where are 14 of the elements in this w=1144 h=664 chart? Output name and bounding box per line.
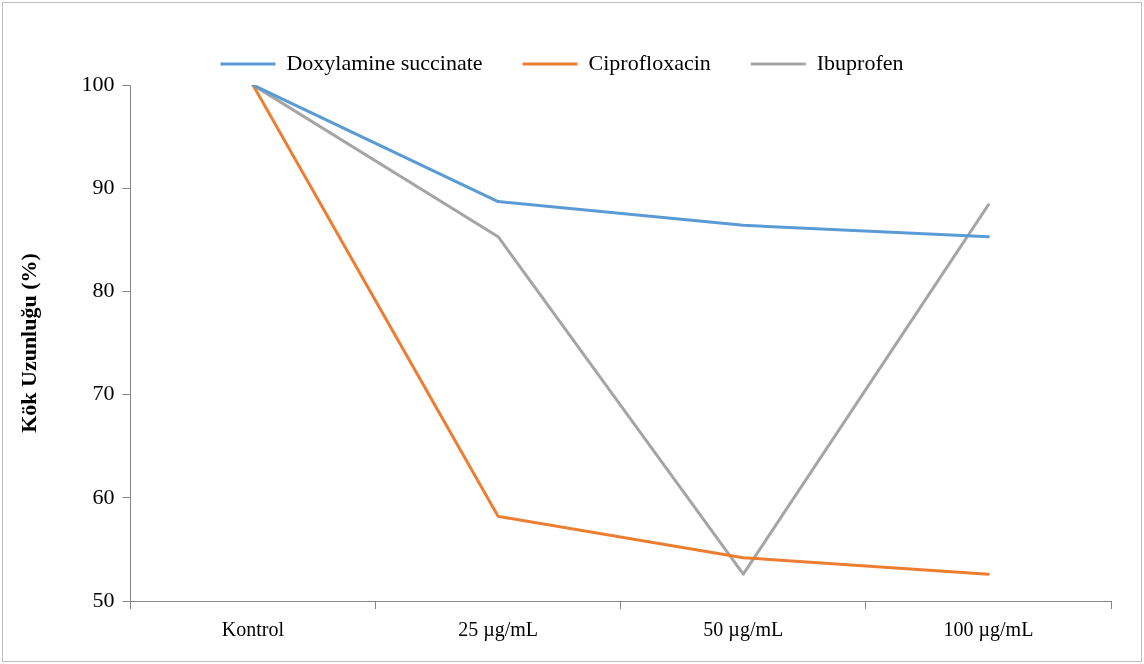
legend-label: Doxylamine succinate [286, 49, 483, 75]
y-tick-label: 100 [81, 70, 115, 96]
y-tick-label: 90 [92, 173, 115, 199]
x-tick-label: Kontrol [221, 618, 285, 641]
y-tick-label: 80 [92, 277, 115, 303]
x-tick-label: 100 µg/mL [943, 618, 1034, 642]
legend-label: Ciprofloxacin [588, 49, 711, 75]
y-tick-label: 70 [92, 380, 115, 406]
x-tick-label: 25 µg/mL [458, 618, 539, 642]
legend-label: Ibuprofen [816, 49, 904, 75]
y-tick-label: 50 [92, 586, 115, 612]
x-tick-label: 50 µg/mL [703, 618, 784, 642]
y-axis-title: Kök Uzunluğu (%) [15, 253, 41, 433]
y-tick-label: 60 [92, 483, 115, 509]
